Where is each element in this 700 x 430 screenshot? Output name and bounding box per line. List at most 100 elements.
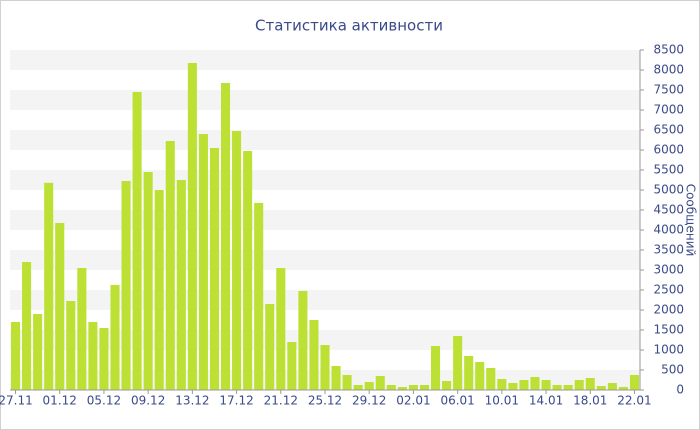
bar [563,385,573,390]
bar [243,151,253,390]
grid-band [10,170,640,190]
bar [375,376,385,390]
bar [475,362,485,390]
x-tick-label: 13.12 [175,394,209,408]
bar [397,387,407,390]
bar [10,322,21,390]
y-tick-label: 6500 [653,123,684,137]
y-tick-label: 2000 [653,303,684,317]
bar [33,314,43,390]
bar [364,382,374,390]
chart-title: Статистика активности [255,17,443,35]
grid-band [10,130,640,150]
bar [44,182,54,390]
bar [121,181,131,390]
bar [154,190,164,390]
bar [110,285,120,390]
grid-band [10,250,640,270]
bar [66,301,76,390]
x-tick-label: 10.01 [485,394,519,408]
bar [552,385,562,390]
x-tick-label: 06.01 [440,394,474,408]
x-tick-label: 14.01 [529,394,563,408]
bar [442,381,452,390]
x-tick-label: 18.01 [573,394,607,408]
bar [497,379,507,390]
x-tick-label: 02.01 [396,394,430,408]
y-tick-label: 8000 [653,63,684,77]
bar [331,366,341,390]
bar [276,268,286,390]
y-tick-label: 4000 [653,223,684,237]
bar [165,141,175,390]
x-tick-label: 27.11 [0,394,33,408]
y-tick-label: 5000 [653,183,684,197]
grid-band [10,210,640,230]
bar [265,304,275,390]
bar [353,385,363,390]
x-tick-label: 01.12 [43,394,77,408]
bar [629,375,640,390]
y-tick-label: 1000 [653,343,684,357]
bar [254,203,264,390]
bar [220,83,231,390]
bar [77,268,87,390]
bar [585,378,595,390]
bar [187,63,197,390]
x-tick-label: 29.12 [352,394,386,408]
bar [430,346,441,390]
grid-band [10,290,640,310]
bar [519,380,529,390]
bar [99,328,109,390]
bar [453,336,463,390]
y-tick-label: 6000 [653,143,684,157]
bar [298,291,308,390]
bar [607,383,617,390]
bar [176,180,186,390]
grid-band [10,50,640,70]
x-tick-label: 09.12 [131,394,165,408]
y-tick-label: 0 [676,383,684,397]
bar [596,386,606,390]
y-tick-label: 5500 [653,163,684,177]
bar [464,356,474,390]
x-tick-label: 17.12 [219,394,253,408]
bar [342,375,352,390]
y-tick-label: 3000 [653,263,684,277]
bar [88,322,98,390]
bar [198,134,208,390]
bar [386,385,396,390]
bar [408,385,418,390]
bar [287,342,297,390]
y-tick-label: 3500 [653,243,684,257]
bar [55,223,65,390]
bar [143,172,153,390]
bar [618,387,628,390]
bar [508,383,518,390]
y-tick-label: 2500 [653,283,684,297]
y-tick-label: 7500 [653,83,684,97]
bar [541,380,551,390]
bar [22,262,32,390]
y-tick-label: 4500 [653,203,684,217]
y-tick-label: 1500 [653,323,684,337]
bar [320,345,330,390]
grid-band [10,90,640,110]
x-tick-label: 05.12 [87,394,121,408]
x-tick-label: 21.12 [264,394,298,408]
bar [232,131,242,390]
x-tick-label: 25.12 [308,394,342,408]
y-axis-title: Сообщений [684,184,698,257]
bar [132,92,142,390]
bar [309,320,319,390]
x-tick-label: 22.01 [617,394,651,408]
y-tick-label: 7000 [653,103,684,117]
bar [486,368,496,390]
bar [419,385,430,390]
bar [530,377,540,390]
bar [209,148,220,390]
y-tick-label: 500 [661,363,684,377]
y-tick-label: 8500 [653,43,684,57]
bar [574,380,584,390]
